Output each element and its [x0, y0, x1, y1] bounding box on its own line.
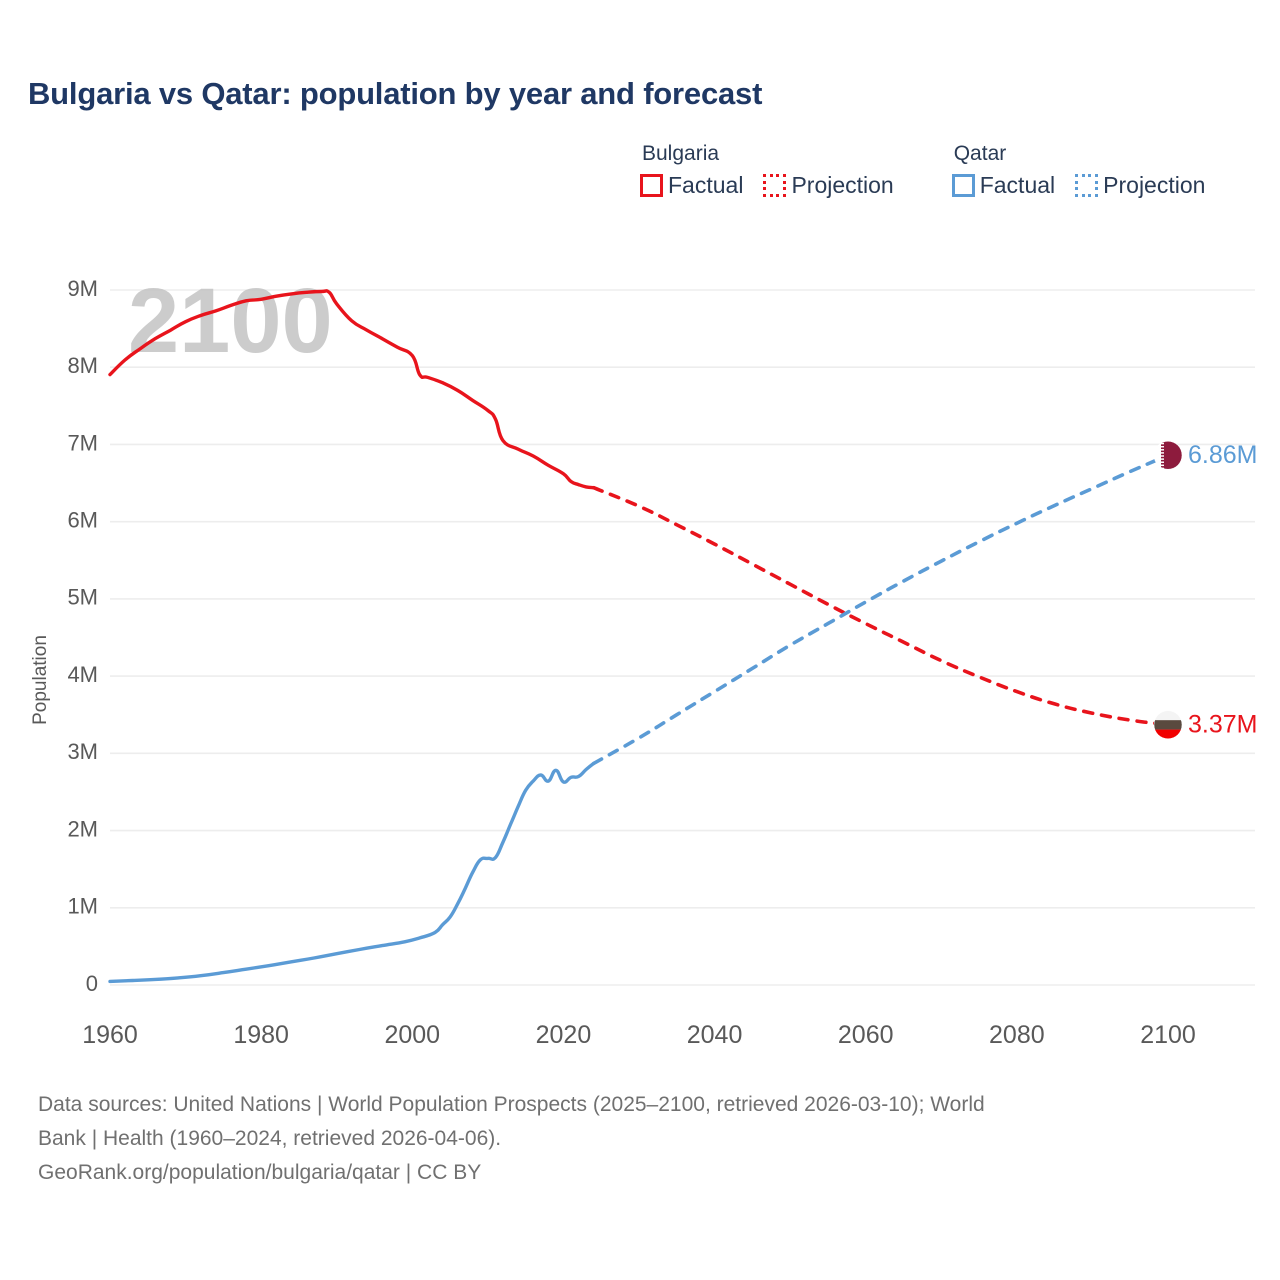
x-tick-label: 2000 [384, 1021, 440, 1049]
x-tick-label: 2020 [536, 1021, 592, 1049]
x-axis-ticks: 1960 1980 2000 2020 2040 2060 2080 2100 [82, 1021, 1196, 1049]
x-tick-label: 1980 [233, 1021, 289, 1049]
y-tick-label: 8M [67, 353, 98, 378]
endpoint-markers: 6.86M 3.37M [1153, 441, 1257, 740]
endpoint-marker-bulgaria [1153, 710, 1183, 740]
x-tick-label: 2040 [687, 1021, 743, 1049]
endpoint-label-bulgaria: 3.37M [1188, 710, 1257, 738]
chart-plot-area: 2100 0 1M 2M 3M 4M 5M 6M 7M 8M 9M 1960 1980 2000 202… [0, 250, 1280, 1050]
y-tick-label: 0 [86, 971, 98, 996]
legend-label-qatar-projection: Projection [1103, 172, 1206, 198]
y-tick-label: 3M [67, 739, 98, 764]
x-tick-label: 2060 [838, 1021, 894, 1049]
watermark-year: 2100 [128, 270, 333, 372]
legend-label-bulgaria-projection: Projection [791, 172, 894, 198]
y-tick-label: 1M [67, 894, 98, 919]
line-bulgaria-projection [591, 485, 1170, 727]
y-axis-ticks: 0 1M 2M 3M 4M 5M 6M 7M 8M 9M [67, 276, 98, 996]
y-tick-label: 9M [67, 276, 98, 301]
x-tick-label: 1960 [82, 1021, 138, 1049]
legend-swatch-dotted-icon [763, 174, 787, 197]
y-tick-label: 6M [67, 507, 98, 532]
y-tick-label: 7M [67, 430, 98, 455]
legend-group-title-bulgaria: Bulgaria [642, 142, 720, 165]
line-qatar-factual [108, 761, 596, 984]
gridlines [110, 289, 1255, 986]
footer-line-sources: Data sources: United Nations | World Pop… [38, 1093, 985, 1116]
legend-item-bulgaria-factual[interactable]: Factual [640, 172, 743, 199]
page-title: Bulgaria vs Qatar: population by year an… [28, 76, 763, 111]
population-line-chart: 2100 0 1M 2M 3M 4M 5M 6M 7M 8M 9M 1960 1980 2000 202… [30, 270, 1257, 1049]
legend-item-qatar-projection[interactable]: Projection [1075, 172, 1205, 199]
footer: Data sources: United Nations | World Pop… [38, 1088, 1238, 1190]
legend-group-bulgaria: Bulgaria Factual Projection [640, 142, 894, 199]
legend-group-qatar: Qatar Factual Projection [951, 142, 1205, 199]
legend-swatch-solid-icon [640, 174, 663, 197]
x-tick-label: 2080 [989, 1021, 1045, 1049]
legend-label-qatar-factual: Factual [979, 172, 1056, 198]
legend-swatch-solid-icon [951, 174, 975, 197]
y-tick-label: 2M [67, 816, 98, 841]
legend-swatch-dotted-icon [1075, 174, 1099, 197]
bulgaria-flag-icon [1153, 710, 1183, 740]
legend-label-bulgaria-factual: Factual [668, 172, 744, 198]
legend-group-title-qatar: Qatar [953, 142, 1007, 165]
footer-line-attribution: GeoRank.org/population/bulgaria/qatar | … [38, 1161, 482, 1185]
endpoint-marker-qatar [1153, 441, 1183, 470]
data-series [108, 289, 1170, 984]
x-tick-label: 2100 [1140, 1021, 1196, 1049]
y-tick-label: 5M [67, 585, 98, 610]
endpoint-label-qatar: 6.86M [1188, 441, 1257, 469]
line-qatar-projection [591, 453, 1170, 766]
legend-item-qatar-factual[interactable]: Factual [951, 172, 1056, 199]
footer-line-sources-cont: Bank | Health (1960–2024, retrieved 2026… [38, 1127, 502, 1151]
qatar-flag-icon [1153, 441, 1183, 470]
line-bulgaria-factual [108, 289, 596, 490]
chart-legend: Bulgaria Factual Projection Qatar Factua… [640, 142, 1205, 199]
y-tick-label: 4M [67, 662, 98, 687]
legend-item-bulgaria-projection[interactable]: Projection [763, 172, 894, 199]
y-axis-title: Population [30, 635, 51, 725]
